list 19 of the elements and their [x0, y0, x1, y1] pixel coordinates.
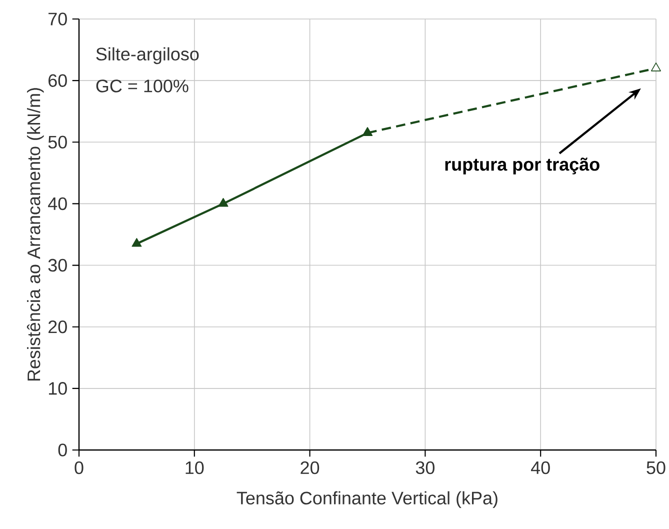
annotation: Silte-argiloso [96, 47, 199, 64]
x-tick-label: 30 [416, 461, 434, 474]
annotation: GC = 100% [96, 80, 188, 92]
x-axis-title: Tensão Confinante Vertical (kPa) [236, 491, 498, 508]
y-tick-label: 20 [48, 320, 67, 334]
x-tick-label: 0 [74, 461, 84, 474]
y-tick-label: 40 [48, 197, 67, 210]
x-tick-label: 10 [186, 461, 204, 474]
y-axis-title: Resistência ao Arrancamento (kN/m) [26, 88, 44, 381]
y-tick-label: 10 [48, 382, 67, 395]
x-tick-label: 50 [646, 461, 666, 474]
x-tick-label: 20 [300, 461, 320, 474]
annotation: ruptura por tração [445, 158, 600, 174]
y-tick-label: 70 [48, 12, 67, 26]
x-tick-label: 40 [531, 461, 550, 474]
y-tick-label: 60 [48, 74, 67, 87]
y-tick-label: 0 [58, 444, 67, 456]
y-tick-label: 50 [48, 136, 67, 149]
y-tick-label: 30 [48, 258, 67, 272]
